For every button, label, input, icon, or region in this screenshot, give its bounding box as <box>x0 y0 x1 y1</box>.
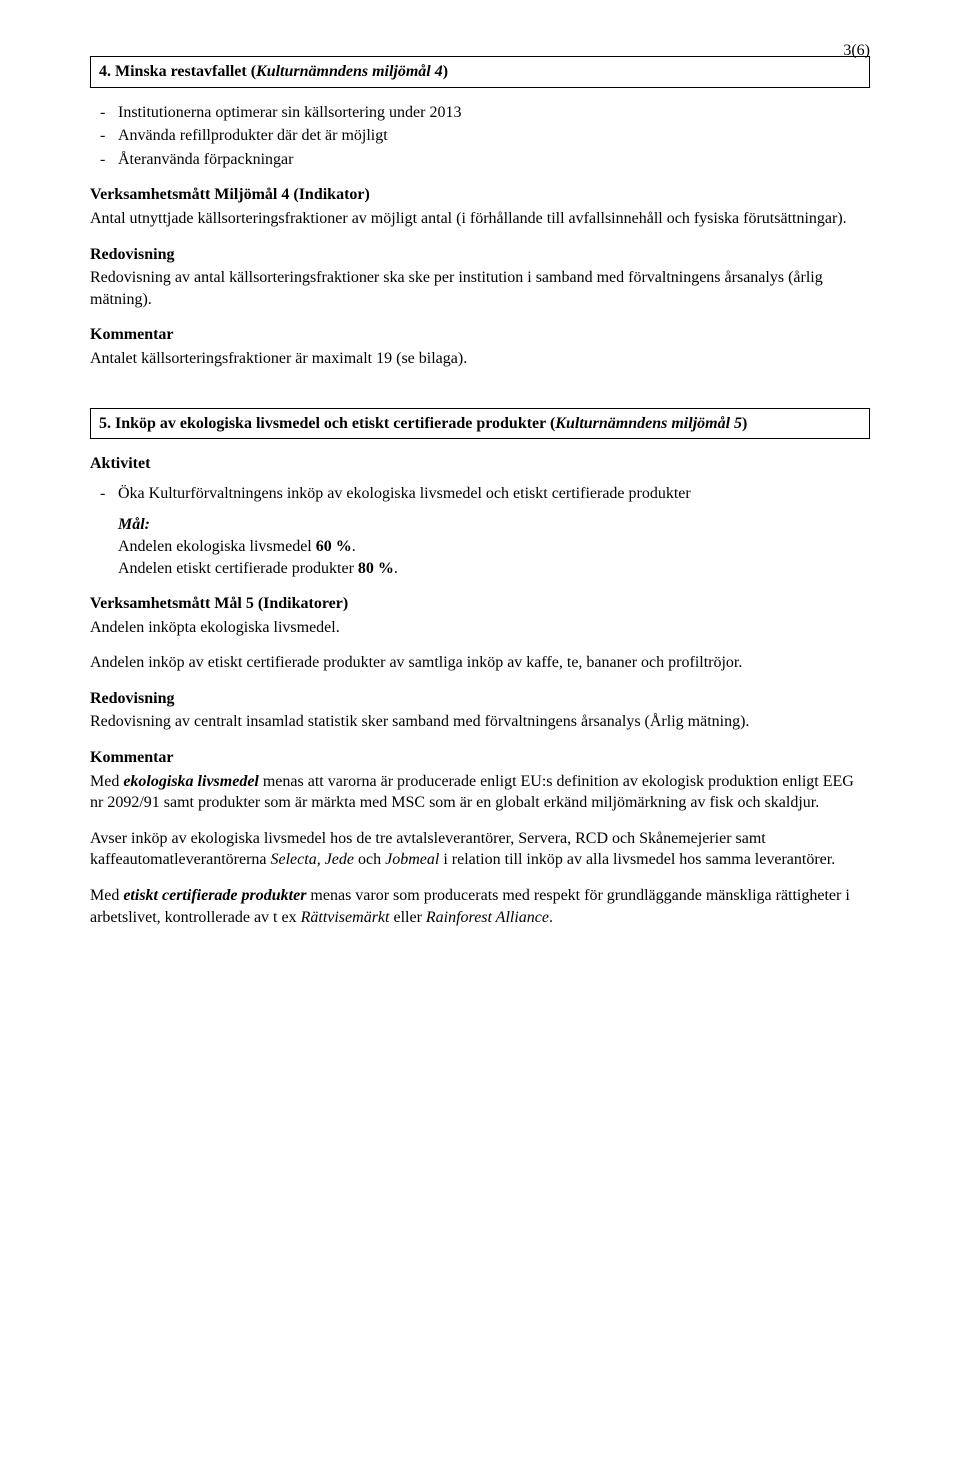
komm-p3-pre: Med <box>90 887 123 904</box>
komm-p3-em2: Rättvisemärkt <box>301 909 390 926</box>
mal-line1-post: . <box>352 538 356 555</box>
section-4-komm-text: Antalet källsorteringsfraktioner är maxi… <box>90 348 870 370</box>
section-4-redov-text: Redovisning av antal källsorteringsfrakt… <box>90 267 870 310</box>
section-5-aktivitet-label: Aktivitet <box>90 453 870 475</box>
section-4-vm-label: Verksamhetsmått Miljömål 4 (Indikator) <box>90 184 870 206</box>
komm-p2-em2: Jobmeal <box>385 851 439 868</box>
komm-p3-em3: Rainforest Alliance <box>426 909 549 926</box>
section-5-komm-p2: Avser inköp av ekologiska livsmedel hos … <box>90 828 870 871</box>
komm-p1-pre: Med <box>90 773 123 790</box>
mal-line-2: Andelen etiskt certifierade produkter 80… <box>118 558 870 580</box>
section-4-title-close: ) <box>443 63 448 80</box>
list-item: Öka Kulturförvaltningens inköp av ekolog… <box>118 483 870 579</box>
document-page: 3(6) 4. Minska restavfallet (Kulturnämnd… <box>0 0 960 1481</box>
section-5-title-italic: Kulturnämndens miljömål 5 <box>555 415 742 432</box>
section-5-number: 5. <box>99 415 111 432</box>
mal-line-1: Andelen ekologiska livsmedel 60 %. <box>118 536 870 558</box>
komm-p3-post: . <box>549 909 553 926</box>
section-5-vm-text1: Andelen inköpta ekologiska livsmedel. <box>90 617 870 639</box>
section-4-number: 4. <box>99 63 111 80</box>
mal-line2-bold: 80 % <box>358 560 394 577</box>
spacer <box>90 384 870 402</box>
bullet-text: Öka Kulturförvaltningens inköp av ekolog… <box>118 483 870 505</box>
section-5-vm-label: Verksamhetsmått Mål 5 (Indikatorer) <box>90 593 870 615</box>
section-5-redov-text: Redovisning av centralt insamlad statist… <box>90 711 870 733</box>
list-item: Återanvända förpackningar <box>118 149 870 171</box>
section-4-redov-label: Redovisning <box>90 244 870 266</box>
komm-p2-mid: och <box>354 851 385 868</box>
section-5-komm-p1: Med ekologiska livsmedel menas att varor… <box>90 771 870 814</box>
mal-line2-pre: Andelen etiskt certifierade produkter <box>118 560 358 577</box>
komm-p2-post: i relation till inköp av alla livsmedel … <box>439 851 835 868</box>
section-5-title-close: ) <box>742 415 747 432</box>
mal-label: Mål: <box>118 514 870 536</box>
section-5-box: 5. Inköp av ekologiska livsmedel och eti… <box>90 408 870 440</box>
section-5-komm-label: Kommentar <box>90 747 870 769</box>
section-5-title: 5. Inköp av ekologiska livsmedel och eti… <box>99 415 747 432</box>
section-4-title-italic: Kulturnämndens miljömål 4 <box>256 63 443 80</box>
list-item: Institutionerna optimerar sin källsorter… <box>118 102 870 124</box>
section-5-komm-p3: Med etiskt certifierade produkter menas … <box>90 885 870 928</box>
komm-p3-mid2: eller <box>389 909 425 926</box>
section-5-vm-text2: Andelen inköp av etiskt certifierade pro… <box>90 652 870 674</box>
page-number: 3(6) <box>843 40 870 62</box>
mal-line2-post: . <box>394 560 398 577</box>
section-4-vm-text: Antal utnyttjade källsorteringsfraktione… <box>90 208 870 230</box>
list-item: Använda refillprodukter där det är möjli… <box>118 125 870 147</box>
section-5-bullets: Öka Kulturförvaltningens inköp av ekolog… <box>90 483 870 579</box>
section-4-title-text: Minska restavfallet ( <box>115 63 256 80</box>
section-4-komm-label: Kommentar <box>90 324 870 346</box>
komm-p1-em: ekologiska livsmedel <box>123 773 259 790</box>
mal-block: Mål: Andelen ekologiska livsmedel 60 %. … <box>118 514 870 579</box>
mal-line1-bold: 60 % <box>316 538 352 555</box>
komm-p2-em1: Selecta, Jede <box>271 851 355 868</box>
komm-p3-em1: etiskt certifierade produkter <box>123 887 306 904</box>
section-5-redov-label: Redovisning <box>90 688 870 710</box>
section-4-title: 4. Minska restavfallet (Kulturnämndens m… <box>99 63 448 80</box>
section-5-title-text: Inköp av ekologiska livsmedel och etiskt… <box>115 415 555 432</box>
section-4-box: 4. Minska restavfallet (Kulturnämndens m… <box>90 56 870 88</box>
mal-line1-pre: Andelen ekologiska livsmedel <box>118 538 316 555</box>
section-4-bullets: Institutionerna optimerar sin källsorter… <box>90 102 870 171</box>
